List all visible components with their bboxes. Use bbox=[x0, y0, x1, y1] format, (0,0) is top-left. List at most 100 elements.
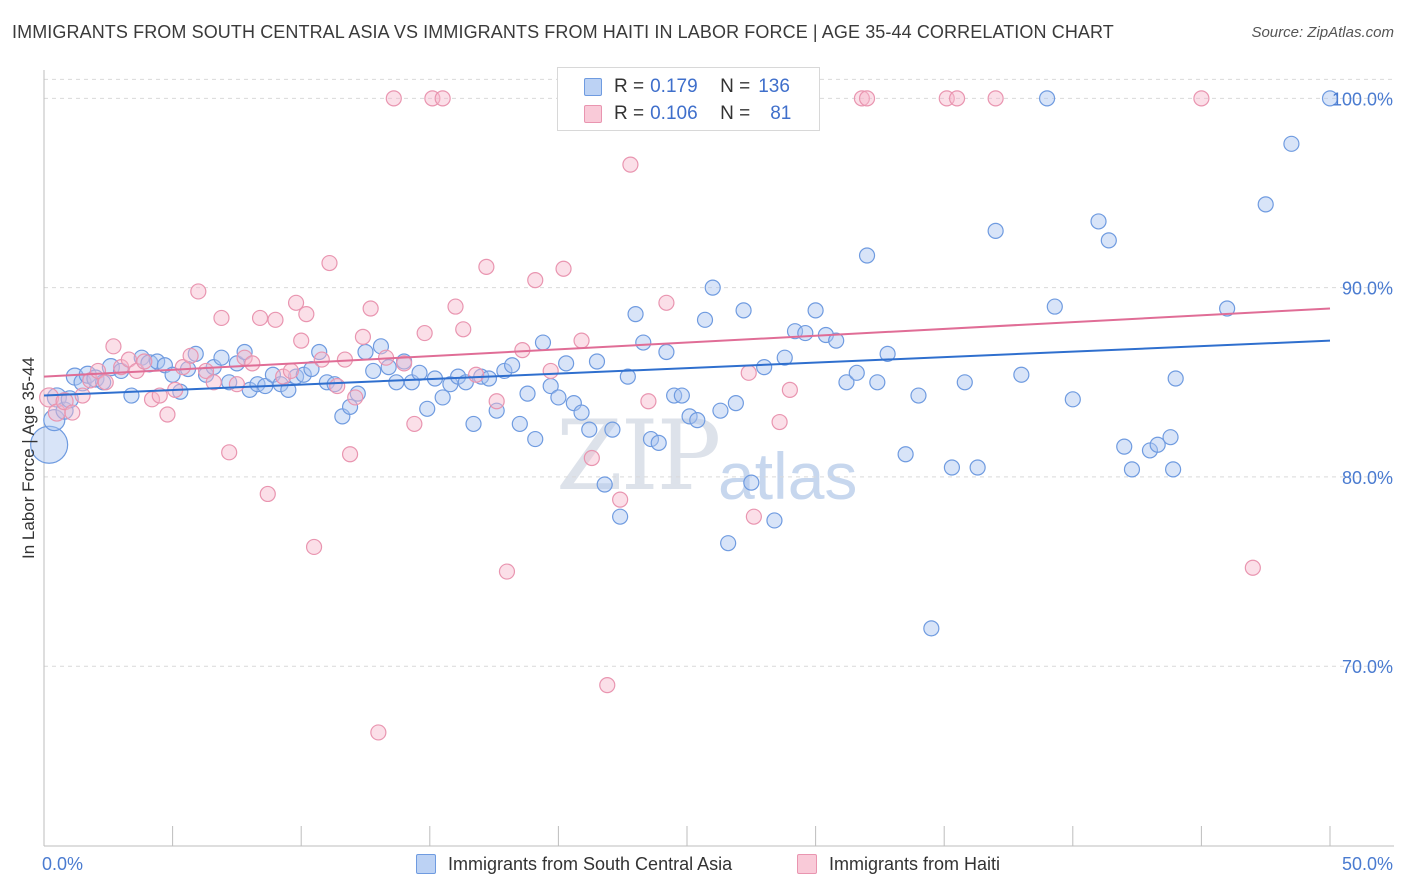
data-point bbox=[347, 389, 364, 406]
data-point bbox=[858, 90, 876, 107]
data-point bbox=[673, 387, 690, 404]
data-point bbox=[727, 395, 744, 412]
data-point bbox=[558, 355, 575, 372]
data-point bbox=[658, 343, 675, 361]
data-point bbox=[221, 444, 238, 461]
data-point bbox=[357, 343, 374, 361]
data-point bbox=[519, 385, 536, 402]
trend-lines bbox=[43, 307, 1331, 397]
legend-row-haiti: R = 0.106 N = 81 bbox=[584, 102, 791, 126]
data-point bbox=[341, 446, 359, 463]
data-point bbox=[406, 415, 423, 433]
data-point bbox=[897, 446, 914, 463]
data-point bbox=[1013, 366, 1030, 383]
data-point bbox=[236, 343, 253, 361]
data-point bbox=[159, 406, 176, 423]
data-point bbox=[712, 402, 729, 419]
data-point bbox=[1165, 461, 1182, 478]
data-point bbox=[1193, 90, 1210, 107]
data-point bbox=[287, 294, 305, 311]
data-point bbox=[696, 311, 714, 328]
data-point bbox=[583, 449, 600, 467]
axes bbox=[43, 70, 1394, 847]
series-south-central-asia-points bbox=[30, 90, 1339, 637]
y-tick-label: 100.0% bbox=[1332, 89, 1393, 109]
data-point bbox=[416, 324, 433, 342]
data-point bbox=[74, 387, 91, 404]
source-credit: Source: ZipAtlas.com bbox=[1251, 24, 1394, 41]
data-point bbox=[650, 434, 667, 451]
data-point bbox=[869, 374, 886, 391]
data-point bbox=[756, 359, 773, 376]
tick-labels: 100.0% 90.0% 80.0% 70.0% 0.0% 50.0% bbox=[42, 89, 1393, 874]
data-point bbox=[205, 374, 222, 391]
data-point bbox=[1219, 300, 1236, 317]
data-point bbox=[848, 364, 865, 381]
data-point bbox=[1046, 298, 1063, 315]
bottom-legend-label: Immigrants from South Central Asia bbox=[448, 853, 733, 874]
data-point bbox=[745, 508, 762, 525]
data-point bbox=[174, 359, 191, 376]
legend-n-label: N = bbox=[720, 76, 751, 97]
data-point bbox=[766, 512, 783, 529]
trend-line-south-central-asia bbox=[43, 339, 1331, 397]
data-point bbox=[596, 476, 613, 493]
data-point bbox=[467, 366, 485, 383]
legend-swatch-pink bbox=[584, 105, 602, 123]
bottom-legend-south-central-asia: Immigrants from South Central Asia bbox=[416, 852, 732, 876]
data-point bbox=[720, 535, 737, 552]
legend-n-label: N = bbox=[720, 103, 751, 124]
data-point bbox=[1064, 391, 1081, 408]
data-point bbox=[612, 508, 629, 525]
data-point bbox=[488, 393, 505, 410]
data-point bbox=[1100, 232, 1117, 249]
data-point bbox=[123, 387, 140, 404]
data-point bbox=[313, 351, 330, 368]
data-point bbox=[542, 362, 559, 380]
data-point bbox=[259, 485, 276, 503]
data-point bbox=[969, 459, 986, 476]
data-point bbox=[419, 400, 436, 417]
data-point bbox=[478, 258, 495, 275]
data-point bbox=[527, 271, 544, 289]
x-tick-label: 50.0% bbox=[1342, 854, 1393, 874]
data-point bbox=[39, 387, 60, 408]
data-point bbox=[619, 368, 636, 385]
data-point bbox=[735, 302, 752, 319]
data-point bbox=[635, 334, 652, 351]
data-point bbox=[987, 222, 1004, 239]
data-point bbox=[504, 357, 521, 374]
bottom-legend-haiti: Immigrants from Haiti bbox=[797, 852, 1000, 876]
data-point bbox=[588, 353, 606, 370]
data-point bbox=[1321, 90, 1339, 107]
data-point bbox=[550, 389, 567, 406]
chart-title: IMMIGRANTS FROM SOUTH CENTRAL ASIA VS IM… bbox=[12, 22, 1114, 42]
data-point bbox=[1038, 90, 1056, 107]
data-point bbox=[838, 374, 855, 391]
data-point bbox=[228, 376, 245, 393]
data-point bbox=[329, 377, 346, 395]
data-point bbox=[365, 362, 382, 380]
data-point bbox=[388, 374, 405, 391]
x-tick-label: 0.0% bbox=[42, 854, 83, 874]
data-point bbox=[64, 404, 81, 421]
data-point bbox=[622, 156, 639, 173]
data-point bbox=[434, 389, 451, 406]
data-point bbox=[149, 353, 166, 370]
gridlines bbox=[44, 78, 1394, 667]
data-point bbox=[105, 338, 122, 355]
data-point bbox=[411, 364, 428, 381]
legend-r-value: 0.106 bbox=[650, 103, 698, 124]
data-point bbox=[1090, 213, 1107, 230]
watermark-zip: ZIP bbox=[556, 400, 721, 512]
data-point bbox=[781, 381, 798, 398]
data-point bbox=[740, 364, 757, 381]
data-point bbox=[640, 393, 657, 410]
data-point bbox=[136, 353, 153, 370]
data-point bbox=[267, 311, 284, 328]
data-point bbox=[534, 334, 552, 351]
legend-n-value: 81 bbox=[770, 103, 792, 124]
watermark-atlas: atlas bbox=[718, 439, 858, 513]
y-tick-label: 80.0% bbox=[1342, 468, 1393, 488]
legend-r-label: R = bbox=[614, 103, 645, 124]
